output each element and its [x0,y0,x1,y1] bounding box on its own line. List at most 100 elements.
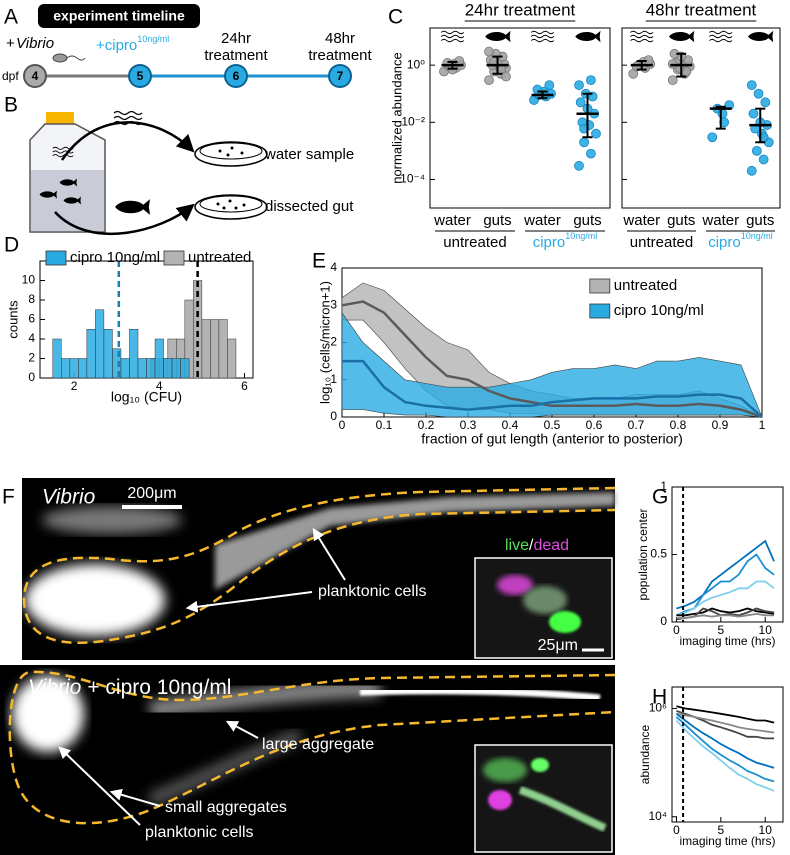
x-tick-label: guts [573,212,601,229]
image-vibrio-cipro: Vibrio + cipro 10ng/ml large aggregate sm… [0,665,616,855]
data-point [746,165,757,176]
data-point [579,123,589,134]
treatment-time: 48hr [325,30,355,47]
x-axis-label: imaging time (hrs) [679,834,775,848]
colonies [216,146,246,210]
legend-swatch [45,250,67,266]
y-tick-label: 6 [28,312,35,326]
glow [518,786,607,832]
group-name: untreated [443,234,506,251]
line [676,580,775,617]
y-tick-label: 10⁶ [649,701,667,715]
y-tick-label: 10⁻⁴ [400,172,425,186]
vibrio: Vibrio [16,35,54,52]
arrow [109,788,161,807]
fish-icon [115,199,150,215]
plot-frame [671,486,784,623]
glow [147,728,303,807]
y-tick-label: 1 [660,479,667,493]
x-tick-label: water [523,212,561,229]
cipro: +cipro [96,37,137,54]
bar [180,358,190,379]
data-point [575,97,586,108]
y-tick-label: 10⁴ [648,809,667,823]
x-tick-label: 10 [759,623,773,637]
data-point [544,80,555,91]
data-point [753,88,764,99]
bar [120,358,130,379]
x-tick-label: 0 [673,823,680,837]
x-tick-label: water [433,212,471,229]
group-dose: 10ng/ml [741,231,773,241]
bar [218,319,228,379]
group-name: untreated [630,234,693,251]
glow [25,564,165,636]
data-point [579,137,589,148]
x-tick-label: 5 [717,623,724,637]
vibrio-tail [66,55,86,61]
y-tick-label: 10⁰ [407,57,425,71]
bar [163,358,173,379]
bar [61,358,71,379]
data-point [574,160,584,171]
data-point [532,84,543,95]
x-tick-label: 4 [156,379,163,393]
data-point [574,80,584,91]
day: 7 [337,69,344,83]
data-point [667,75,678,86]
glow [549,611,581,633]
bar [129,329,139,379]
group-label: cipro10ng/ml [708,231,773,251]
bar [201,319,211,379]
data-point [484,46,494,57]
x-tick-label: guts [667,212,695,229]
title-box [38,4,200,28]
bar [69,358,79,379]
glow [148,679,381,719]
panel-a: experiment timeline + Vibrio dpf 4 5 6 7… [2,4,373,88]
line [676,612,775,619]
annotation: small aggregates [165,799,287,816]
annotation: planktonic cells [318,583,427,600]
bar [227,338,237,379]
water-sample: water sample [264,146,354,163]
vibrio-icon [52,53,68,63]
legend-swatch [589,303,611,319]
y-axis-label: normalized abundance [389,52,404,184]
dish-rim [199,142,263,160]
arrow [54,203,195,235]
bar [154,338,164,379]
bar [78,358,88,379]
x-tick-label: 0.5 [544,418,561,432]
x-axis-label: fraction of gut length (anterior to post… [421,431,682,447]
x-tick-label: 0.8 [670,418,687,432]
group-name: cipro [708,234,741,251]
scale-label: 25μm [538,637,578,654]
panel-label: C [388,6,403,29]
line [675,713,775,769]
treatment-word: treatment [204,47,268,64]
panel-label: H [652,686,667,709]
legend-label: untreated [188,249,251,266]
dish [194,194,268,220]
legend-label: cipro 10ng/ml [614,302,704,319]
y-axis-label: counts [5,300,20,339]
plot-frame [621,27,781,209]
y-tick-label: 0 [330,409,337,423]
x-tick-label: 0.4 [502,418,519,432]
arrow [185,591,313,613]
panel-label: F [2,486,15,509]
group-label: cipro10ng/ml [533,231,598,251]
group-label: untreated [630,234,693,251]
group-label: untreated [443,234,506,251]
annotation: large aggregate [262,736,374,753]
gut-outline [22,486,616,644]
bar [95,309,105,379]
glow [523,586,567,614]
x-tick-label: 0.6 [586,418,603,432]
line [675,716,775,783]
x-tick-label: 0.1 [376,418,393,432]
bottle-cap [46,112,74,124]
